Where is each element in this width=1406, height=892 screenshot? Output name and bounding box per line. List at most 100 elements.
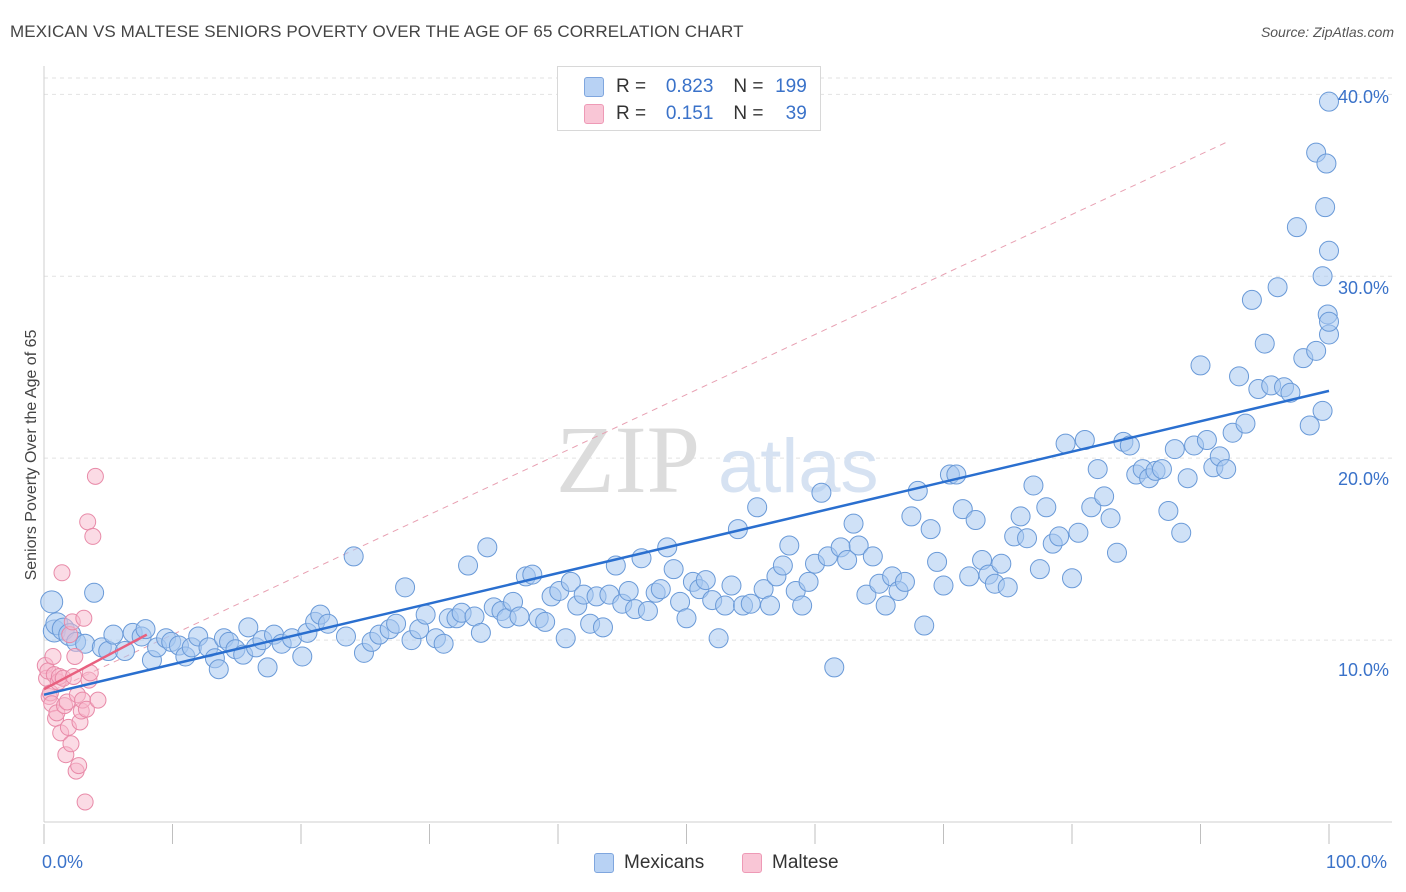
mexicans-trend-line (43, 389, 1330, 696)
maltese-legend-label: Maltese (772, 852, 839, 873)
maltese-point (70, 757, 88, 775)
mexicans-point (40, 590, 64, 614)
n-value-mexicans: 199 (775, 76, 807, 97)
maltese-point (53, 564, 71, 582)
source-label: Source: ZipAtlas.com (1260, 24, 1394, 40)
legend-item-maltese: Maltese (742, 850, 839, 876)
mexicans-point (856, 584, 877, 605)
mexicans-point (772, 555, 793, 576)
mexicans-point (477, 537, 498, 558)
mexicans-point (1023, 475, 1044, 496)
mexicans-point (1216, 459, 1237, 480)
r-label: R = (616, 76, 647, 97)
mexicans-point (779, 535, 800, 556)
reference-dashed-line (43, 141, 1227, 696)
mexicans-point (760, 595, 781, 616)
r-label: R = (616, 103, 647, 124)
mexicans-point (663, 559, 684, 580)
mexicans-point (433, 633, 454, 654)
maltese-points (36, 467, 107, 811)
legend-row-mexicans: R = 0.823 N = 199 (584, 74, 807, 100)
mexicans-point (721, 575, 742, 596)
mexicans-point (1177, 468, 1198, 489)
mexicans-point (103, 624, 124, 645)
mexicans-point (1312, 400, 1333, 421)
mexicans-point (843, 513, 864, 534)
mexicans-point (965, 510, 986, 531)
mexicans-point (1036, 497, 1057, 518)
mexicans-point (862, 546, 883, 567)
mexicans-point (1164, 439, 1185, 460)
mexicans-legend-label: Mexicans (624, 852, 705, 873)
maltese-point (76, 793, 94, 811)
mexicans-point (1119, 435, 1140, 456)
maltese-point (62, 735, 80, 753)
y-tick-40: 40.0% (1338, 87, 1390, 107)
watermark-zip: ZIP (556, 406, 700, 513)
mexicans-point (470, 622, 491, 643)
mexicans-point (1312, 266, 1333, 287)
mexicans-point (1299, 415, 1320, 436)
mexicans-point (1319, 240, 1339, 261)
maltese-legend-swatch (742, 853, 762, 873)
mexicans-point (618, 580, 639, 601)
mexicans-point (952, 499, 973, 520)
mexicans-point (335, 626, 356, 647)
watermark: ZIP atlas (556, 406, 879, 513)
mexicans-point (386, 613, 407, 634)
mexicans-point (1196, 429, 1217, 450)
mexicans-point (395, 577, 416, 598)
mexicans-point (1319, 91, 1339, 112)
mexicans-point (920, 519, 941, 540)
stats-legend: R = 0.823 N = 199 R = 0.151 N = 39 (557, 66, 821, 131)
mexicans-point (708, 628, 729, 649)
y-tick-20: 20.0% (1338, 469, 1390, 489)
mexicans-point (927, 551, 948, 572)
mexicans-point (257, 657, 278, 678)
r-value-mexicans: 0.823 (665, 76, 714, 97)
mexicans-point (1081, 497, 1102, 518)
mexicans-point (1087, 459, 1108, 480)
mexicans-point (1055, 433, 1076, 454)
mexicans-point (1190, 355, 1211, 376)
mexicans-point (1229, 366, 1250, 387)
y-tick-10: 10.0% (1338, 660, 1390, 680)
n-value-maltese: 39 (785, 103, 807, 124)
mexicans-point (1068, 522, 1089, 543)
mexicans-point (991, 553, 1012, 574)
mexicans-point (343, 546, 364, 567)
mexicans-point (1100, 508, 1121, 529)
mexicans-point (1049, 526, 1070, 547)
mexicans-point (1241, 289, 1262, 310)
mexicans-point (1094, 486, 1115, 507)
mexicans-point (637, 600, 658, 621)
x-tick-0: 0.0% (42, 852, 84, 872)
maltese-trend-line (43, 633, 148, 691)
maltese-swatch (584, 104, 604, 124)
r-value-maltese: 0.151 (665, 103, 714, 124)
mexicans-point (740, 593, 761, 614)
mexicans-point (811, 482, 832, 503)
trend-lines (43, 389, 1330, 696)
mexicans-points (40, 91, 1339, 680)
mexicans-point (535, 611, 556, 632)
chart-title: MEXICAN VS MALTESE SENIORS POVERTY OVER … (10, 22, 744, 41)
mexicans-point (1280, 382, 1301, 403)
mexicans-point (715, 595, 736, 616)
mexicans-point (1017, 528, 1038, 549)
n-label: N = (733, 103, 764, 124)
legend-row-maltese: R = 0.151 N = 39 (584, 101, 807, 127)
maltese-point (79, 513, 97, 531)
n-label: N = (733, 76, 764, 97)
maltese-point (66, 647, 84, 665)
mexicans-point (837, 550, 858, 571)
mexicans-point (1254, 333, 1275, 354)
mexicans-point (555, 628, 576, 649)
mexicans-point (792, 595, 813, 616)
mexicans-point (560, 571, 581, 592)
maltese-point (75, 609, 93, 627)
mexicans-point (894, 571, 915, 592)
mexicans-point (933, 575, 954, 596)
mexicans-point (509, 606, 530, 627)
